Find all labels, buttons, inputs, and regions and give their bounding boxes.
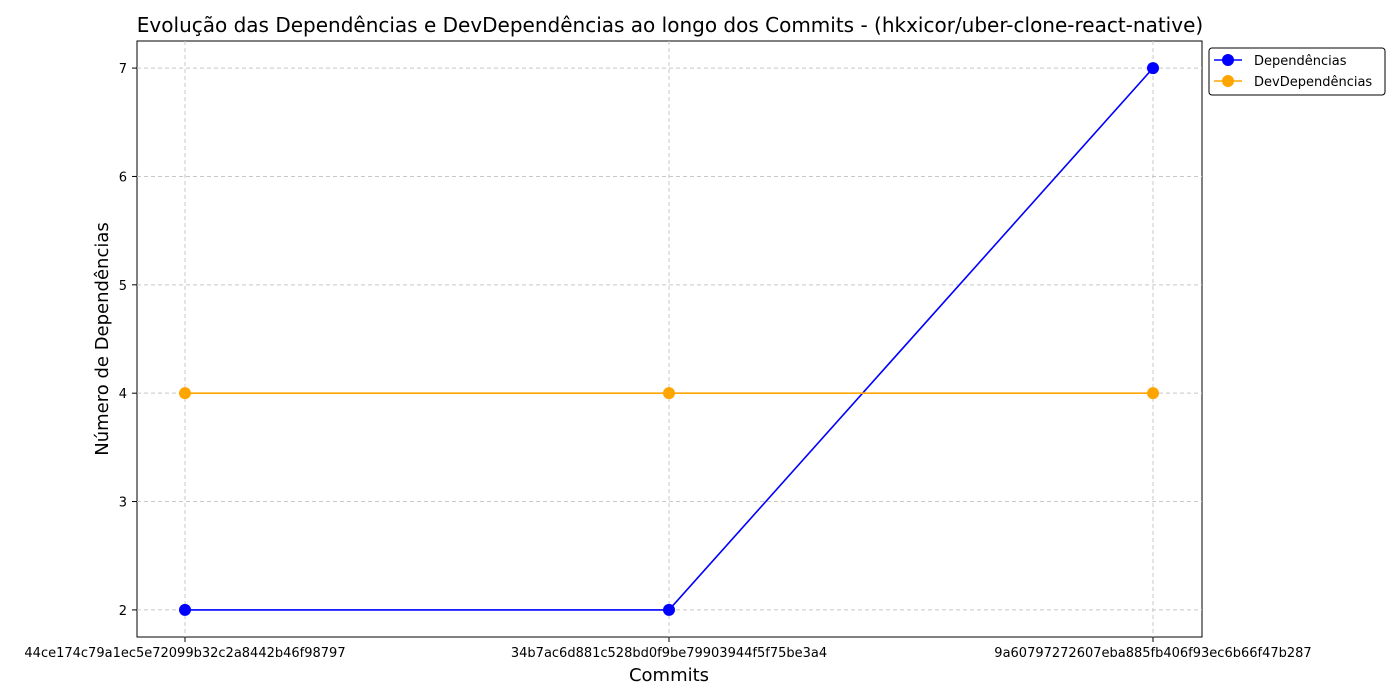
y-tick-label: 7 [119, 62, 127, 77]
data-point-dependencias [1147, 62, 1159, 75]
x-axis-ticks: 44ce174c79a1ec5e72099b32c2a8442b46f98797… [24, 637, 1312, 661]
legend-label-dependencias: Dependências [1254, 54, 1347, 69]
y-tick-label: 3 [119, 496, 127, 511]
x-axis-label: Commits [629, 665, 709, 686]
y-tick-label: 6 [119, 170, 127, 185]
data-point-dependencias [663, 603, 675, 616]
y-tick-label: 4 [119, 387, 127, 402]
legend-box [1208, 47, 1386, 96]
data-point-devdependencias [663, 387, 675, 400]
data-point-devdependencias [179, 387, 191, 400]
legend-label-devdependencias: DevDependências [1254, 75, 1372, 90]
x-tick-label: 44ce174c79a1ec5e72099b32c2a8442b46f98797 [24, 646, 345, 661]
legend-marker-devdependencias [1222, 75, 1234, 87]
y-axis-label: Número de Dependências [92, 222, 113, 456]
y-axis-ticks: 2 3 4 5 6 7 [119, 62, 137, 619]
legend-marker-dependencias [1222, 54, 1234, 66]
chart-title: Evolução das Dependências e DevDependênc… [137, 13, 1203, 37]
y-tick-label: 2 [119, 604, 127, 619]
data-point-dependencias [179, 603, 191, 616]
data-point-devdependencias [1147, 387, 1159, 400]
legend: Dependências DevDependências [1208, 47, 1386, 96]
x-tick-label: 9a60797272607eba885fb406f93ec6b66f47b287 [994, 646, 1311, 661]
series-layer [179, 62, 1159, 616]
y-tick-label: 5 [119, 279, 127, 294]
x-tick-label: 34b7ac6d881c528bd0f9be79903944f5f75be3a4 [511, 646, 827, 661]
